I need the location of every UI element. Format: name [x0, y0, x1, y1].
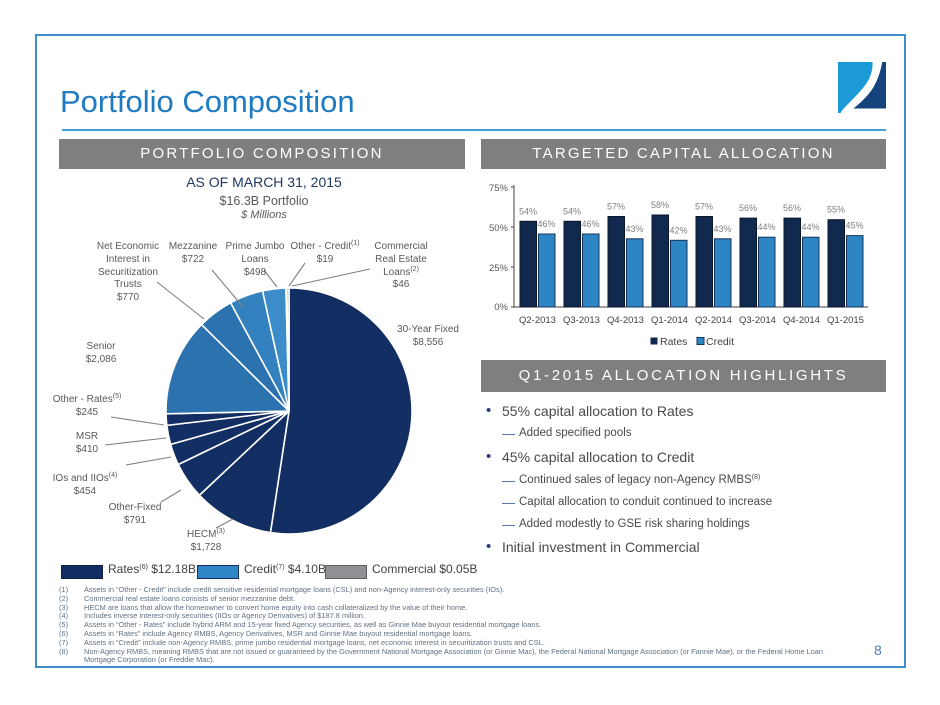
- svg-text:Q4-2013: Q4-2013: [607, 315, 644, 326]
- svg-text:Q1-2014: Q1-2014: [651, 315, 688, 326]
- svg-text:Q2-2014: Q2-2014: [695, 315, 732, 326]
- svg-text:57%: 57%: [695, 202, 713, 212]
- svg-text:46%: 46%: [581, 219, 599, 229]
- svg-text:56%: 56%: [783, 203, 801, 213]
- svg-text:56%: 56%: [739, 203, 757, 213]
- svg-text:Rates: Rates: [660, 336, 687, 348]
- svg-text:43%: 43%: [713, 224, 731, 234]
- svg-text:Q3-2013: Q3-2013: [563, 315, 600, 326]
- svg-text:0%: 0%: [494, 302, 508, 313]
- svg-text:54%: 54%: [519, 206, 537, 216]
- svg-text:54%: 54%: [563, 206, 581, 216]
- svg-text:43%: 43%: [625, 224, 643, 234]
- svg-text:Q1-2015: Q1-2015: [827, 315, 864, 326]
- svg-text:45%: 45%: [845, 221, 863, 231]
- svg-text:57%: 57%: [607, 202, 625, 212]
- svg-text:Q2-2013: Q2-2013: [519, 315, 556, 326]
- svg-text:25%: 25%: [489, 263, 509, 274]
- svg-text:58%: 58%: [651, 200, 669, 210]
- svg-text:75%: 75%: [489, 183, 509, 194]
- svg-text:55%: 55%: [827, 205, 845, 215]
- svg-text:50%: 50%: [489, 223, 509, 234]
- svg-text:42%: 42%: [669, 225, 687, 235]
- svg-text:44%: 44%: [757, 222, 775, 232]
- svg-text:46%: 46%: [537, 219, 555, 229]
- svg-text:Q3-2014: Q3-2014: [739, 315, 776, 326]
- svg-text:44%: 44%: [801, 222, 819, 232]
- svg-text:Q4-2014: Q4-2014: [783, 315, 820, 326]
- svg-text:Credit: Credit: [706, 336, 734, 348]
